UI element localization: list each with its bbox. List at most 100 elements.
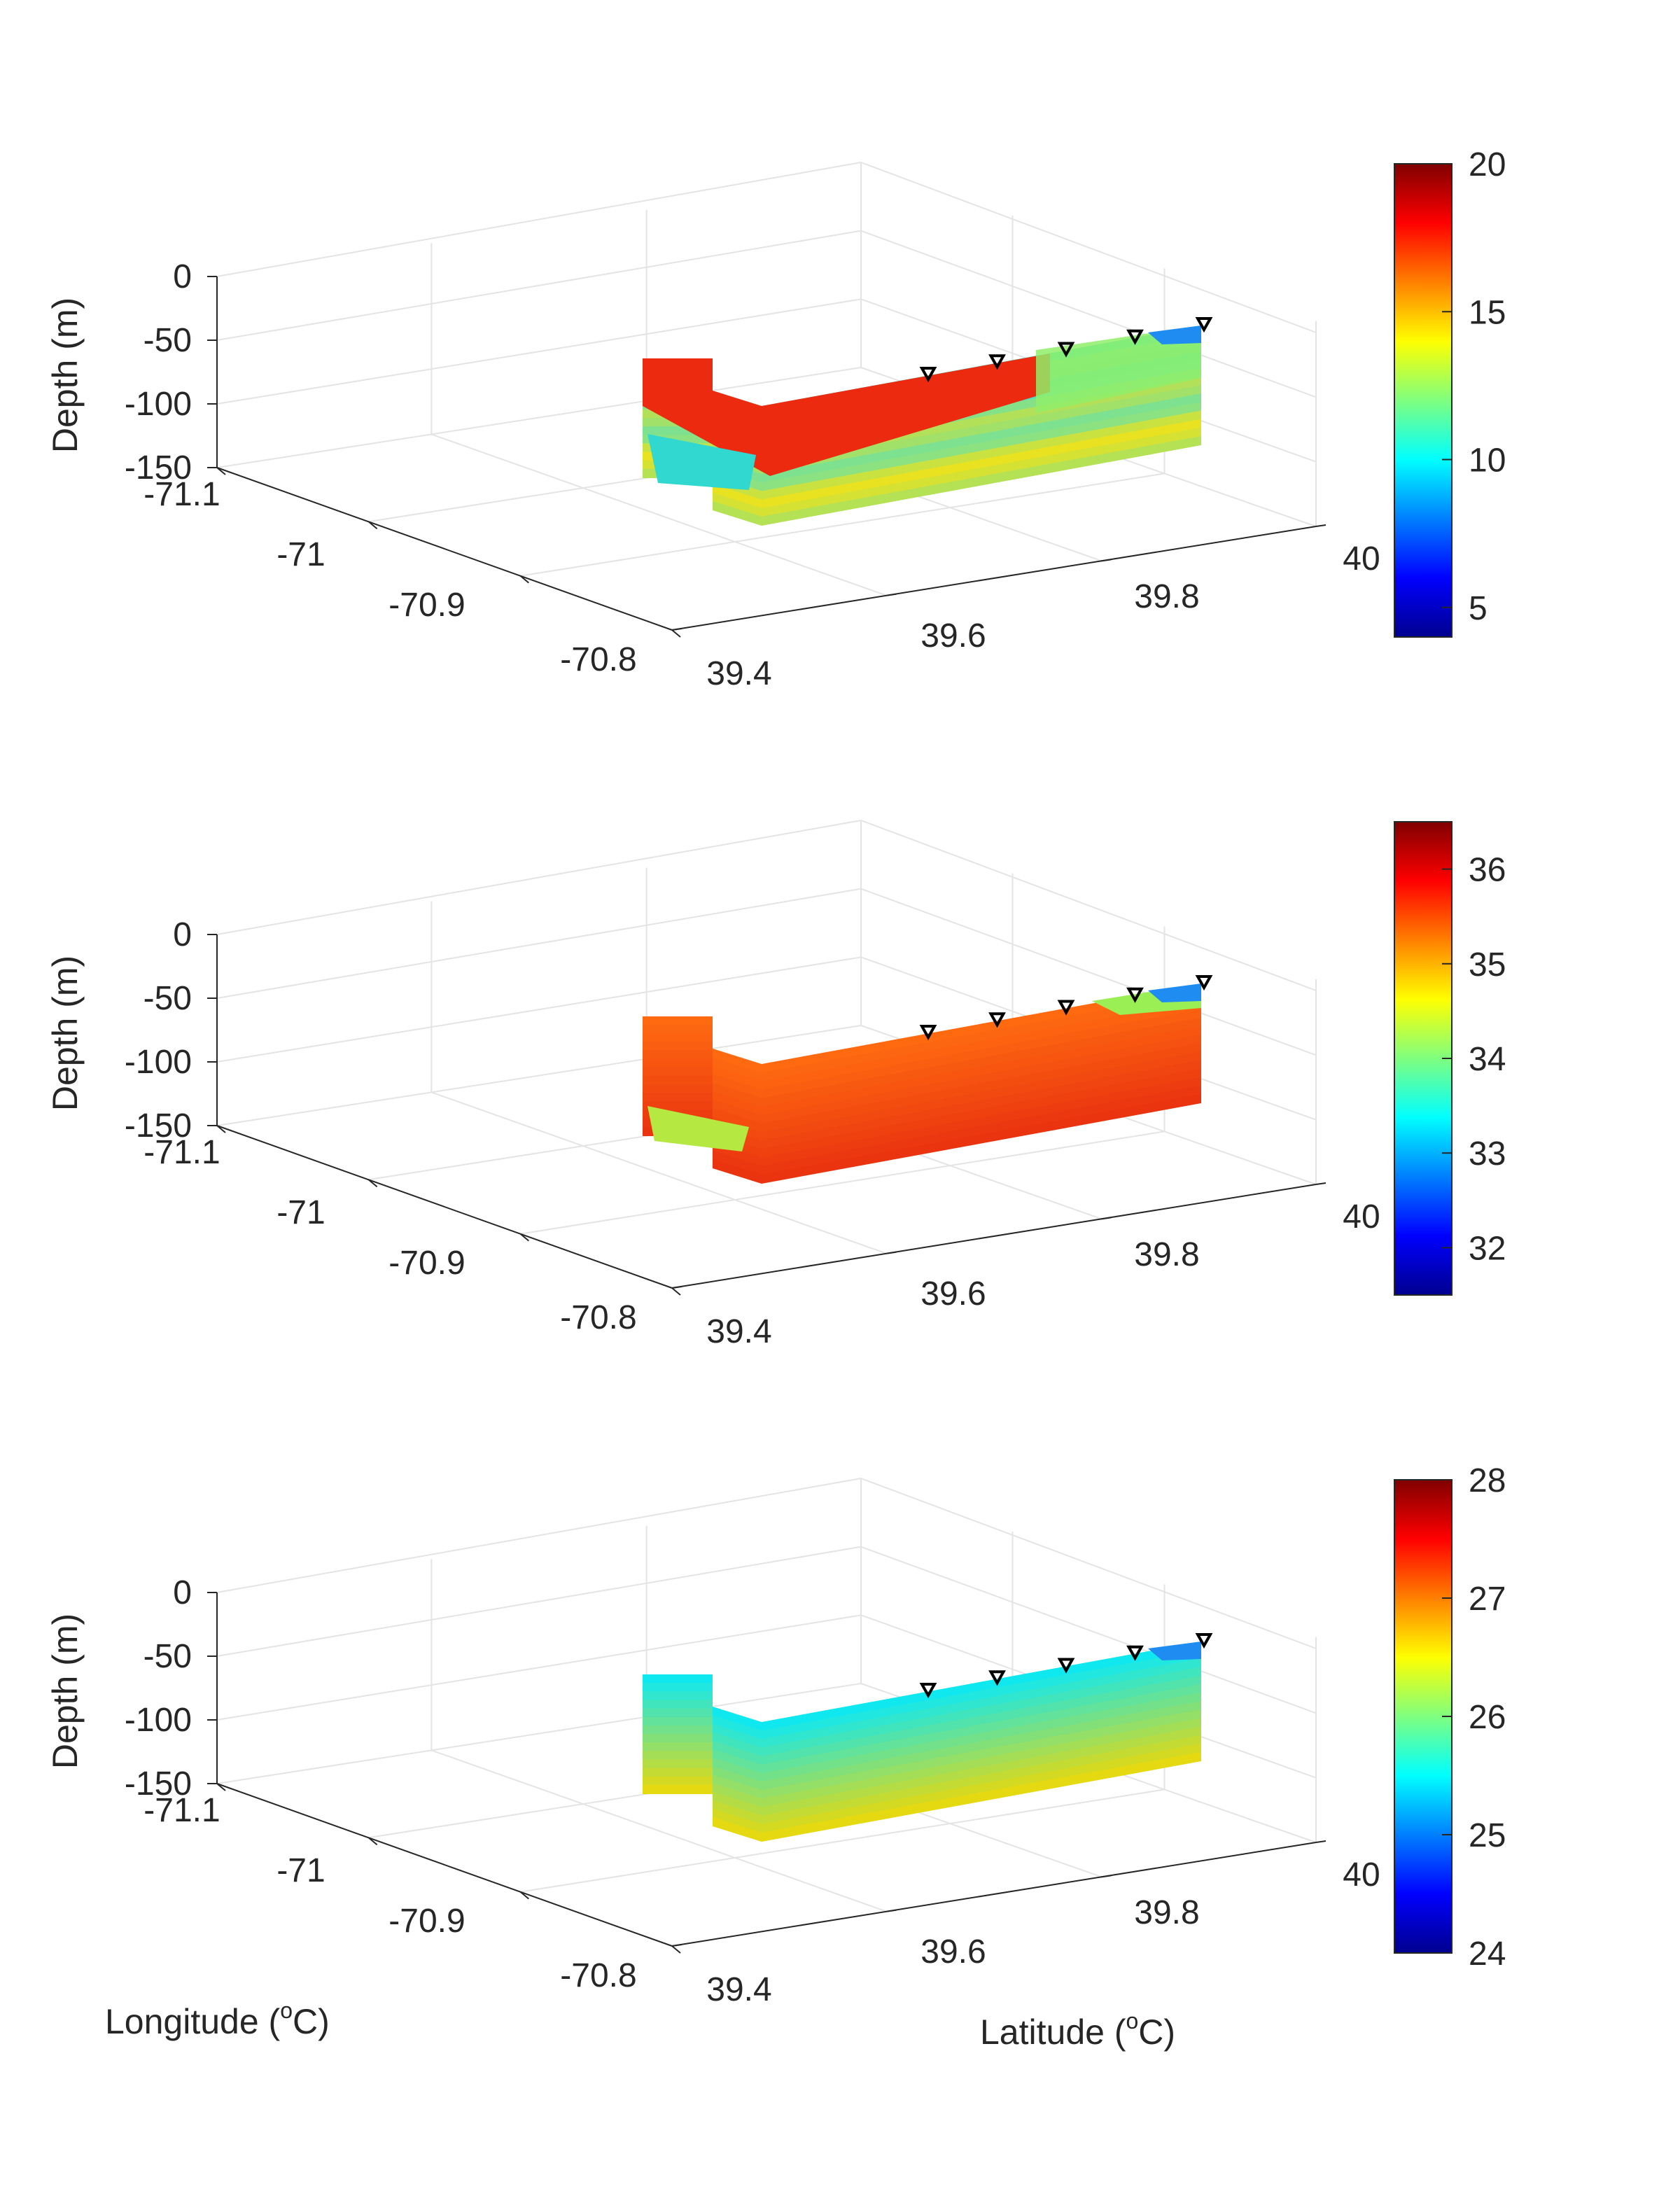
- station-markers: [919, 975, 1213, 1041]
- depth-axis-label: Depth (m): [46, 298, 85, 453]
- grid-line: [860, 1546, 1317, 1714]
- colorbar-tick-label: 26: [1469, 1699, 1506, 1736]
- depth-tick-label: 0: [173, 258, 192, 295]
- longitude-tick-label: -70.9: [388, 587, 465, 624]
- latitude-axis-line: [671, 526, 1317, 631]
- longitude-tick-label: -70.8: [560, 1957, 636, 1994]
- latitude-tick: [1315, 1182, 1326, 1185]
- longitude-tick: [216, 1125, 226, 1133]
- depth-axis-label: Depth (m): [46, 1614, 85, 1769]
- grid-line: [216, 820, 862, 935]
- longitude-tick-label: -71: [276, 536, 325, 573]
- station-marker: [1126, 329, 1144, 345]
- longitude-tick: [216, 467, 226, 475]
- longitude-axis-line: [216, 1783, 673, 1947]
- latitude-tick-label: 39.6: [920, 1933, 986, 1970]
- warm-water-region: [643, 354, 1050, 476]
- depth-tick-label: -100: [125, 386, 192, 423]
- latitude-tick-label: 39.4: [706, 655, 771, 692]
- longitude-tick-label: -70.9: [388, 1903, 465, 1940]
- latitude-tick: [1315, 524, 1326, 527]
- grid-line: [520, 1130, 1165, 1235]
- latitude-tick: [1101, 1875, 1112, 1878]
- longitude-tick: [368, 1837, 378, 1846]
- latitude-tick-label: 39.8: [1134, 578, 1199, 615]
- panel-1: 0 -50 -100 -150 Depth (m) -71.1 -71 -70.9 -70.8 3…: [46, 146, 1506, 692]
- grid-line: [860, 162, 1317, 333]
- grid-line: [216, 888, 862, 999]
- station-markers: [919, 1633, 1213, 1699]
- grid-line: [216, 1546, 862, 1657]
- grid-line: [216, 1478, 862, 1593]
- station-marker: [988, 354, 1006, 370]
- longitude-tick-label: -70.8: [560, 1299, 636, 1336]
- colorbar: 20 15 10 5: [1394, 146, 1506, 638]
- longitude-tick: [368, 521, 378, 530]
- depth-tick-label: 0: [173, 1574, 192, 1611]
- colorbar-tick-label: 32: [1469, 1230, 1506, 1267]
- colorbar-tick-label: 36: [1469, 852, 1506, 889]
- latitude-tick: [1101, 1217, 1112, 1220]
- colorbar-tick-label: 5: [1469, 590, 1488, 627]
- grid-line: [860, 888, 1317, 1056]
- fresh-pocket-region: [648, 1106, 749, 1152]
- colorbar-tick-label: 20: [1469, 146, 1506, 183]
- station-marker: [1126, 987, 1144, 1003]
- longitude-tick-label: -71.1: [144, 476, 220, 513]
- longitude-tick: [368, 1179, 378, 1188]
- colorbar-tick-label: 28: [1469, 1462, 1506, 1499]
- latitude-tick: [671, 628, 682, 631]
- latitude-tick: [1315, 1840, 1326, 1843]
- latitude-axis-line: [671, 1184, 1317, 1289]
- depth-axis-label: Depth (m): [46, 955, 85, 1111]
- cold-pool-region: [648, 434, 756, 490]
- longitude-tick-label: -71.1: [144, 1134, 220, 1171]
- axes: [207, 1592, 1326, 1954]
- latitude-tick: [671, 1286, 682, 1289]
- grid-line: [431, 1749, 887, 1912]
- latitude-tick-label: 40: [1343, 1198, 1380, 1236]
- transect-surface: [643, 983, 1201, 1184]
- longitude-tick-label: -71: [276, 1852, 325, 1889]
- station-marker: [988, 1670, 1006, 1686]
- station-marker: [988, 1012, 1006, 1028]
- station-marker: [1195, 317, 1213, 333]
- colorbar-tick-label: 34: [1469, 1041, 1506, 1078]
- station-marker: [1057, 1000, 1075, 1016]
- longitude-tick-label: -70.9: [388, 1245, 465, 1282]
- depth-tick-label: -150: [125, 449, 192, 486]
- station-marker: [1126, 1645, 1144, 1661]
- grid-line: [520, 472, 1165, 577]
- latitude-axis-line: [671, 1842, 1317, 1947]
- grid-line: [431, 433, 887, 596]
- grid-line: [520, 1788, 1165, 1893]
- colorbar: 28 27 26 25 24: [1394, 1462, 1506, 1973]
- latitude-tick-label: 39.4: [706, 1313, 771, 1350]
- grid-lines: [216, 820, 1317, 1254]
- y-axis-label: Latitude (oC): [980, 2008, 1175, 2052]
- transect-surface: [643, 326, 1201, 526]
- longitude-tick-label: -71: [276, 1194, 325, 1231]
- longitude-axis-line: [216, 467, 673, 631]
- colorbar-tick-label: 35: [1469, 946, 1506, 983]
- station-marker: [1057, 342, 1075, 358]
- colorbar-tick-label: 10: [1469, 442, 1506, 479]
- axes: [207, 934, 1326, 1296]
- station-marker: [1057, 1658, 1075, 1674]
- panel-3: 0 -50 -100 -150 Depth (m) -71.1 -71 -70.9 -70.8 3…: [46, 1462, 1506, 2008]
- longitude-tick: [519, 1233, 529, 1242]
- depth-tick-label: -50: [144, 1638, 192, 1675]
- surface-blue-region: [1148, 326, 1201, 344]
- longitude-tick: [671, 1945, 681, 1954]
- station-marker: [919, 1683, 937, 1699]
- depth-tick-label: -150: [125, 1765, 192, 1802]
- latitude-tick-label: 40: [1343, 1856, 1380, 1893]
- transect-surface: [643, 1642, 1201, 1842]
- grid-line: [216, 1025, 862, 1126]
- grid-line: [216, 230, 862, 341]
- station-markers: [919, 317, 1213, 383]
- depth-tick-label: -150: [125, 1107, 192, 1144]
- latitude-tick-label: 40: [1343, 540, 1380, 578]
- longitude-tick: [671, 629, 681, 638]
